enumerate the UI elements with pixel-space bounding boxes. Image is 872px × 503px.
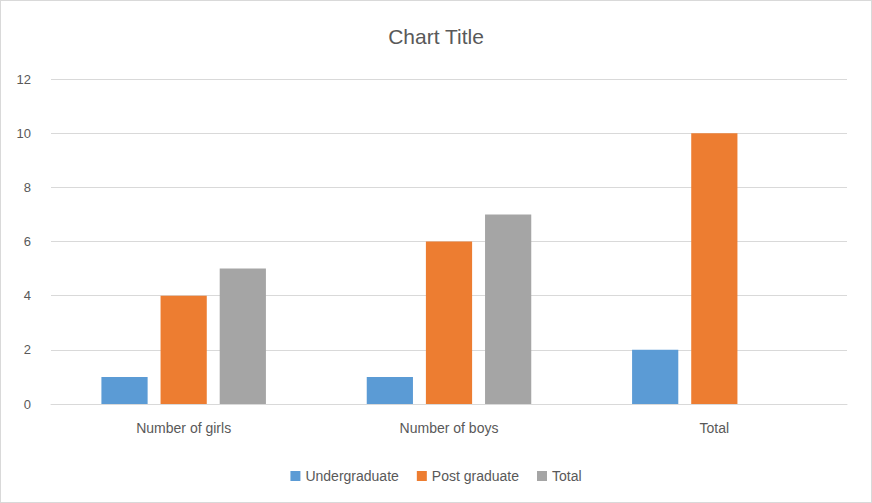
svg-text:2: 2: [24, 342, 31, 357]
svg-text:Undergraduate: Undergraduate: [305, 468, 399, 484]
svg-text:8: 8: [24, 180, 31, 195]
svg-text:Total: Total: [700, 420, 730, 436]
svg-text:Number of girls: Number of girls: [136, 420, 231, 436]
svg-text:6: 6: [24, 234, 31, 249]
svg-text:12: 12: [17, 72, 31, 87]
svg-text:4: 4: [24, 288, 31, 303]
svg-text:Total: Total: [552, 468, 582, 484]
svg-text:Number of boys: Number of boys: [400, 420, 499, 436]
svg-text:Post graduate: Post graduate: [432, 468, 519, 484]
svg-text:Chart Title: Chart Title: [388, 25, 484, 48]
svg-text:0: 0: [24, 397, 31, 412]
svg-text:10: 10: [17, 126, 31, 141]
